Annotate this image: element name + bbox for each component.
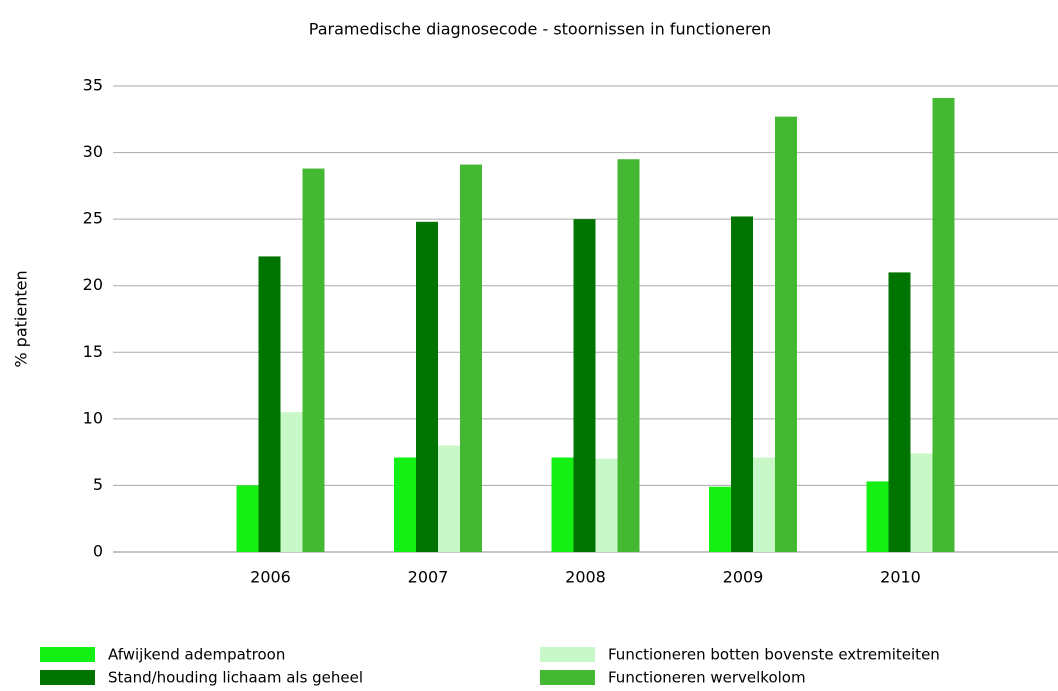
- bar: [910, 453, 933, 552]
- y-tick-label: 0: [93, 542, 103, 561]
- bar: [258, 256, 281, 552]
- bar: [302, 168, 325, 552]
- legend-label: Afwijkend adempatroon: [108, 646, 285, 664]
- bar: [866, 481, 889, 552]
- y-tick-label: 20: [83, 275, 103, 294]
- legend-swatch: [40, 670, 95, 685]
- y-tick-label: 10: [83, 408, 103, 427]
- chart-title: Paramedische diagnosecode - stoornissen …: [309, 20, 771, 39]
- bar: [753, 457, 775, 552]
- bar: [888, 272, 911, 552]
- bar: [617, 159, 640, 552]
- y-tick-label: 25: [83, 209, 103, 228]
- y-tick-label: 30: [83, 142, 103, 161]
- legend-swatch: [540, 647, 595, 662]
- y-tick-label: 5: [93, 475, 103, 494]
- bar: [551, 457, 574, 552]
- bar: [460, 164, 482, 552]
- bar: [932, 97, 955, 553]
- bar: [416, 221, 438, 552]
- y-tick-label: 15: [83, 342, 103, 361]
- bar: [595, 458, 618, 552]
- x-tick-label: 2007: [408, 568, 449, 587]
- bar: [775, 116, 797, 552]
- y-tick-label: 35: [83, 76, 103, 95]
- bar: [573, 219, 596, 552]
- legend-swatch: [40, 647, 95, 662]
- bar: [731, 216, 753, 553]
- bar: [394, 457, 416, 552]
- legend-label: Functioneren botten bovenste extremiteit…: [608, 646, 940, 664]
- x-tick-label: 2006: [250, 568, 291, 587]
- legend-label: Functioneren wervelkolom: [608, 669, 806, 687]
- bar: [236, 485, 259, 552]
- x-tick-label: 2008: [565, 568, 606, 587]
- legend-swatch: [540, 670, 595, 685]
- bar: [280, 412, 303, 552]
- bar: [709, 486, 731, 552]
- bar: [438, 445, 460, 552]
- x-tick-label: 2010: [880, 568, 921, 587]
- legend-label: Stand/houding lichaam als geheel: [108, 669, 363, 687]
- x-tick-label: 2009: [723, 568, 764, 587]
- y-axis-label: % patienten: [12, 270, 31, 367]
